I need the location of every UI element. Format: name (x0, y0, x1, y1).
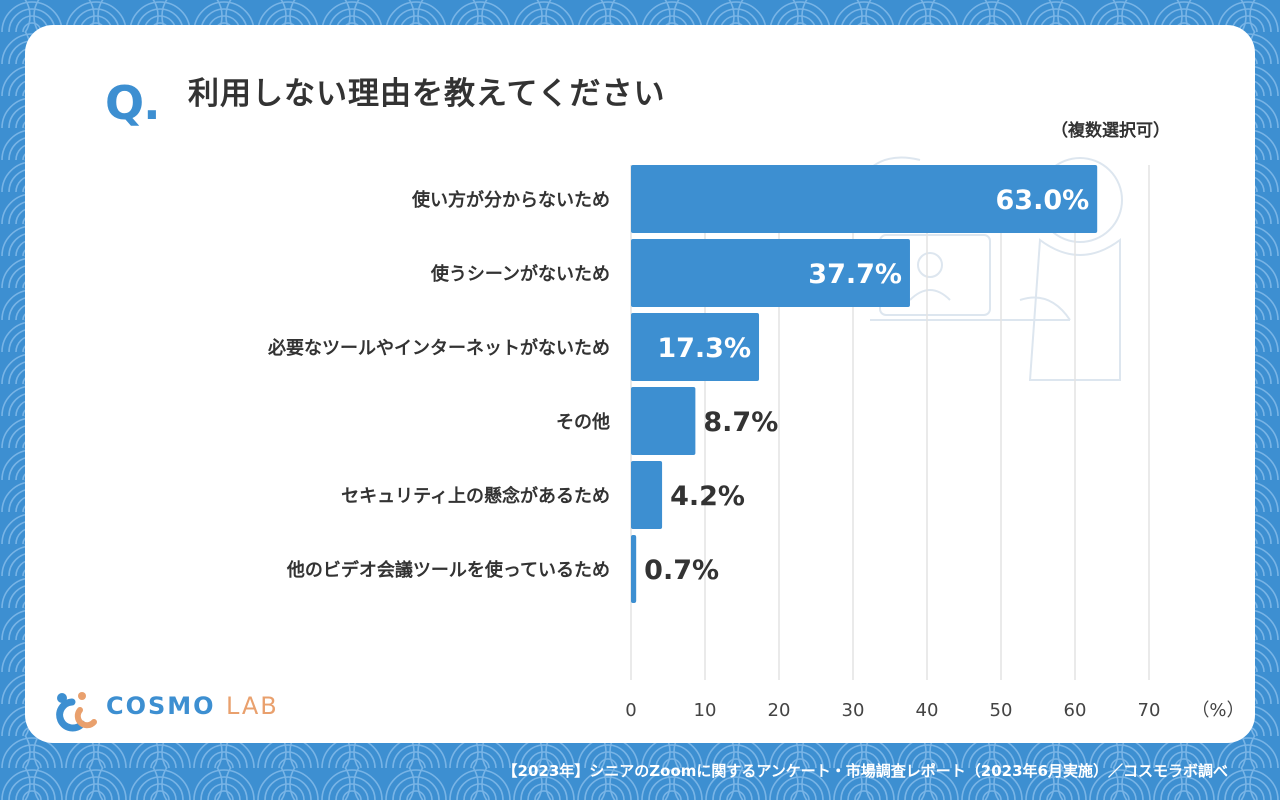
question-mark-label: Q. (105, 76, 161, 130)
x-tick-label: 0 (625, 700, 636, 721)
bar (631, 313, 760, 381)
x-unit-label: （%） (1191, 700, 1244, 721)
source-footer: 【2023年】シニアのZoomに関するアンケート・市場調査レポート（2023年6… (502, 762, 1228, 780)
category-label: セキュリティ上の懸念があるため (341, 485, 610, 507)
bar (631, 387, 696, 455)
x-tick-label: 70 (1138, 700, 1161, 721)
x-tick-label: 40 (916, 700, 939, 721)
value-label: 17.3% (657, 333, 751, 364)
bars (631, 165, 1098, 603)
multiple-choice-note: （複数選択可） (1051, 121, 1170, 141)
category-label: その他 (556, 411, 610, 433)
x-tick-label: 30 (842, 700, 865, 721)
value-label: 0.7% (644, 555, 719, 586)
x-tick-label: 10 (694, 700, 717, 721)
bar (631, 239, 910, 307)
bar (631, 165, 1098, 233)
x-tick-label: 60 (1064, 700, 1087, 721)
value-labels: 63.0% 37.7% 17.3% 8.7% 4.2% 0.7% (644, 185, 1089, 586)
logo-text-lab: LAB (225, 692, 279, 720)
value-label: 4.2% (670, 481, 745, 512)
category-labels: 使い方が分からないため使うシーンがないため必要なツールやインターネットがないため… (267, 189, 610, 581)
x-axis-ticks: 0 10 20 30 40 50 60 70 （%） (625, 700, 1244, 721)
category-label: 必要なツールやインターネットがないため (267, 337, 610, 359)
bar (631, 535, 637, 603)
page-title: 利用しない理由を教えてください (188, 76, 666, 112)
value-label: 63.0% (996, 185, 1090, 216)
x-tick-label: 20 (768, 700, 791, 721)
value-label: 37.7% (808, 259, 902, 290)
category-label: 使い方が分からないため (411, 189, 610, 211)
value-label: 8.7% (703, 407, 778, 438)
x-tick-label: 50 (990, 700, 1013, 721)
logo-mark-icon (56, 692, 97, 732)
category-label: 他のビデオ会議ツールを使っているため (286, 559, 610, 581)
content-card (25, 25, 1255, 743)
logo-text-cosmo: COSMO (106, 692, 216, 720)
cosmo-lab-logo: COSMO LAB (48, 686, 277, 732)
category-label: 使うシーンがないため (430, 263, 610, 285)
bar (631, 461, 663, 529)
